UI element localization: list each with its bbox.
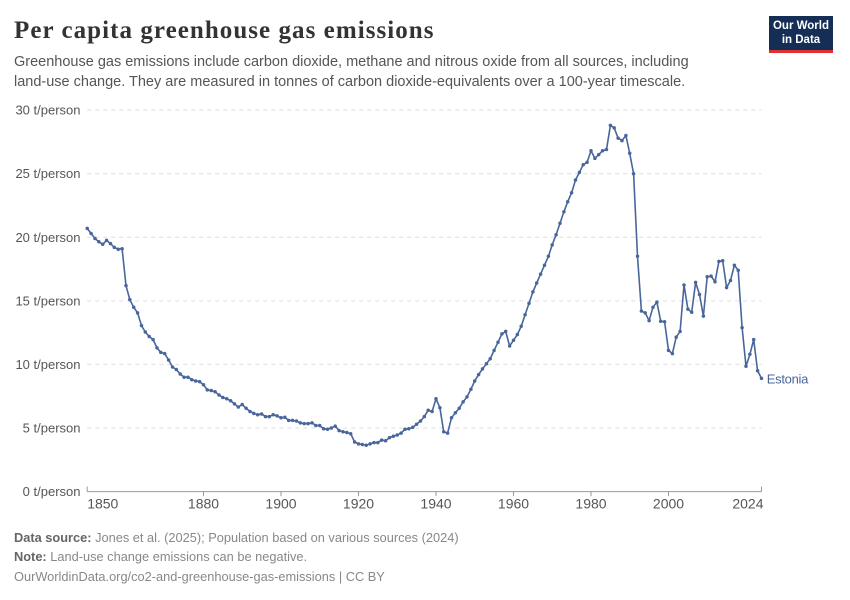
svg-text:1960: 1960 bbox=[498, 496, 529, 512]
svg-text:1900: 1900 bbox=[265, 496, 296, 512]
svg-text:1850: 1850 bbox=[87, 496, 118, 512]
svg-text:1980: 1980 bbox=[575, 496, 606, 512]
svg-text:30 t/person: 30 t/person bbox=[15, 103, 80, 118]
svg-text:10 t/person: 10 t/person bbox=[15, 357, 80, 372]
svg-text:15 t/person: 15 t/person bbox=[15, 293, 80, 308]
svg-text:2024: 2024 bbox=[732, 496, 763, 512]
svg-text:0 t/person: 0 t/person bbox=[23, 484, 81, 499]
svg-text:20 t/person: 20 t/person bbox=[15, 230, 80, 245]
svg-text:1920: 1920 bbox=[343, 496, 374, 512]
svg-text:2000: 2000 bbox=[653, 496, 684, 512]
svg-text:1880: 1880 bbox=[188, 496, 219, 512]
svg-text:Estonia: Estonia bbox=[767, 371, 809, 386]
svg-text:1940: 1940 bbox=[420, 496, 451, 512]
svg-text:25 t/person: 25 t/person bbox=[15, 166, 80, 181]
svg-text:5 t/person: 5 t/person bbox=[23, 421, 81, 436]
